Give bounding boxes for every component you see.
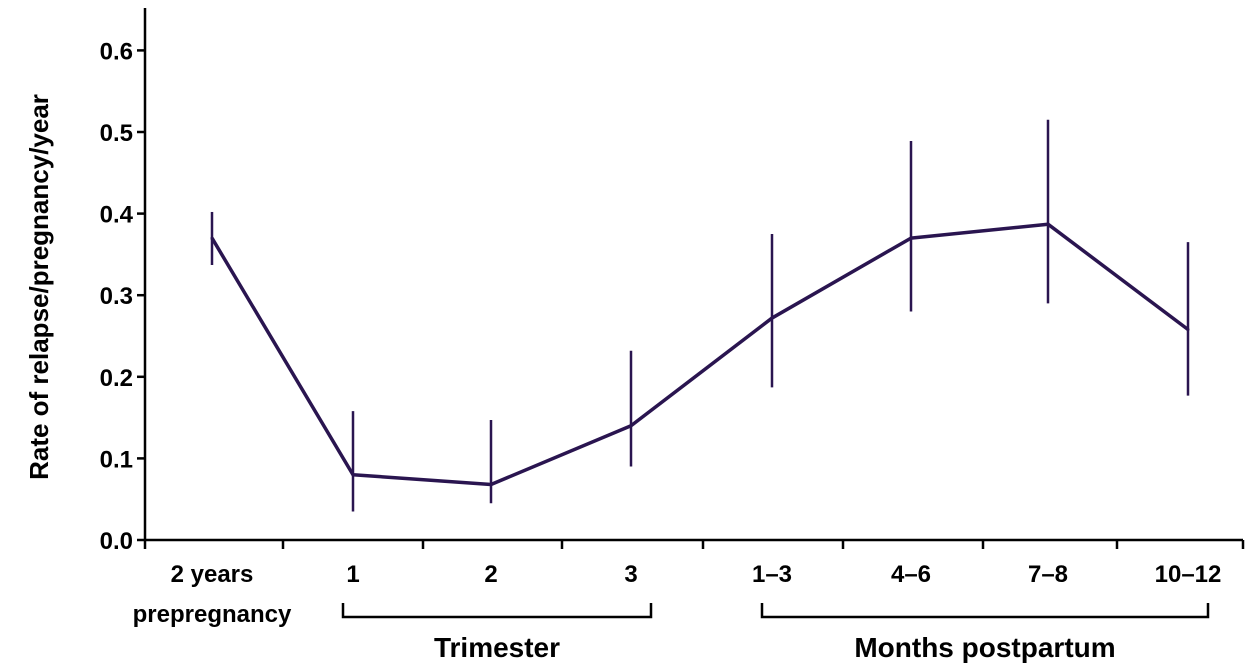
x-tick-label: 7–8 bbox=[1028, 561, 1068, 588]
x-tick-label-line: 2 years bbox=[171, 561, 254, 588]
error-bars bbox=[212, 120, 1188, 512]
x-tick-label: 1–3 bbox=[752, 561, 792, 588]
x-tick-label: 1 bbox=[346, 561, 359, 588]
x-tick-label: 2 bbox=[484, 561, 497, 588]
y-tick-label: 0.1 bbox=[100, 446, 133, 473]
x-tick-label: 3 bbox=[624, 561, 637, 588]
x-tick-label: 4–6 bbox=[891, 561, 931, 588]
y-tick-label: 0.0 bbox=[100, 528, 133, 555]
data-point bbox=[352, 473, 355, 476]
group-label: Months postpartum bbox=[854, 632, 1115, 663]
category-groups: Trimester Months postpartum bbox=[343, 603, 1208, 663]
axes bbox=[145, 8, 1243, 540]
data-point bbox=[1187, 328, 1190, 331]
data-point bbox=[910, 237, 913, 240]
series-lines bbox=[211, 223, 1190, 486]
group-bracket bbox=[762, 603, 1208, 617]
x-tick-label-line: prepregnancy bbox=[133, 601, 292, 628]
x-ticks: 2 years prepregnancy 1 2 3 1–3 4–6 7–8 10–12 bbox=[133, 540, 1243, 628]
series-line bbox=[212, 224, 1188, 484]
y-tick-label: 0.3 bbox=[100, 283, 133, 310]
y-ticks: 0.0 0.1 0.2 0.3 0.4 0.5 0.6 bbox=[100, 38, 145, 555]
group-label: Trimester bbox=[434, 632, 560, 663]
x-tick-label: 10–12 bbox=[1155, 561, 1222, 588]
group-bracket bbox=[343, 603, 651, 617]
x-tick-label-line: 7–8 bbox=[1028, 561, 1068, 588]
y-tick-label: 0.2 bbox=[100, 365, 133, 392]
x-tick-label-line: 1–3 bbox=[752, 561, 792, 588]
x-tick-label-line: 3 bbox=[624, 561, 637, 588]
x-tick-label: 2 years prepregnancy bbox=[133, 561, 292, 628]
data-point bbox=[490, 483, 493, 486]
y-axis-label: Rate of relapse/pregnancy/year bbox=[24, 94, 54, 480]
x-tick-label-line: 2 bbox=[484, 561, 497, 588]
x-tick-label-line: 10–12 bbox=[1155, 561, 1222, 588]
data-point bbox=[771, 317, 774, 320]
x-tick-label-line: 1 bbox=[346, 561, 359, 588]
data-point bbox=[1047, 223, 1050, 226]
x-tick-label-line: 4–6 bbox=[891, 561, 931, 588]
data-point bbox=[211, 237, 214, 240]
data-point bbox=[630, 424, 633, 427]
y-tick-label: 0.4 bbox=[100, 202, 134, 229]
y-tick-label: 0.5 bbox=[100, 120, 133, 147]
y-tick-label: 0.6 bbox=[100, 38, 133, 65]
